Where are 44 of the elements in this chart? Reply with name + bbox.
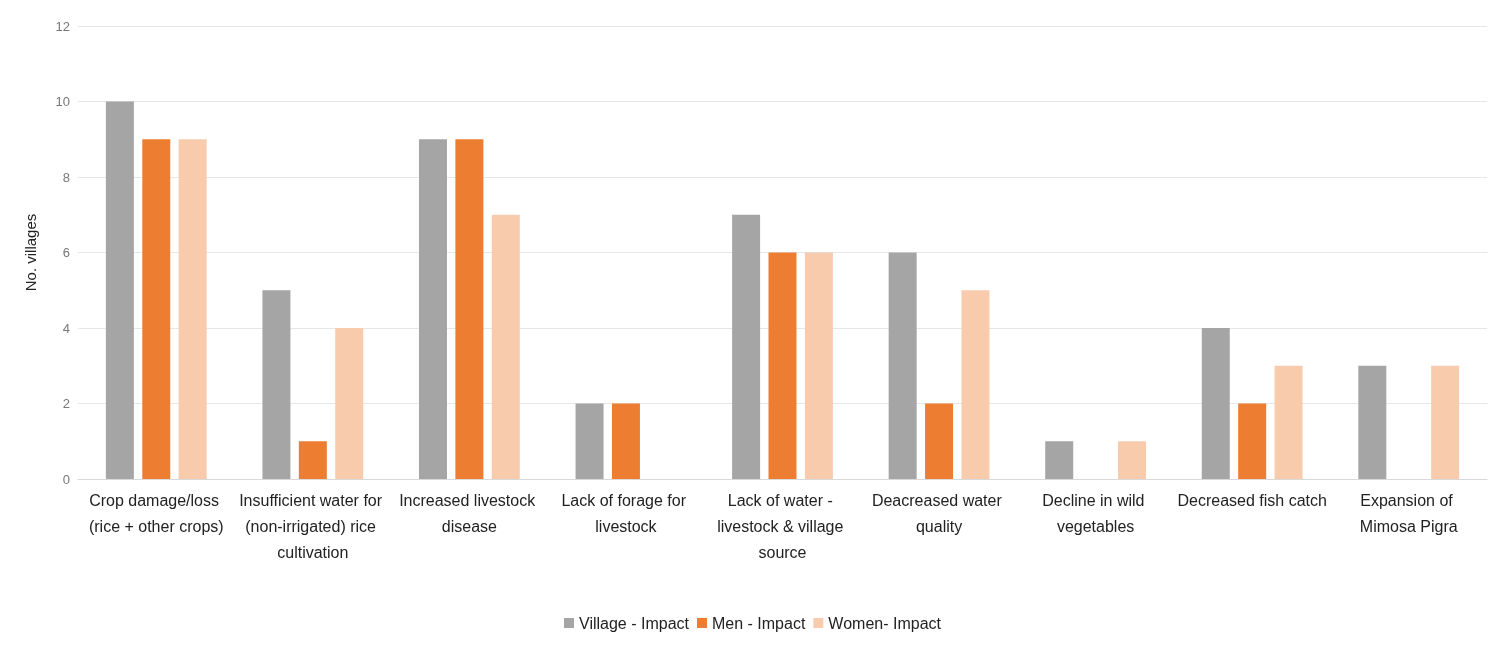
- y-tick-label: 4: [62, 320, 70, 336]
- y-axis-title: No. villages: [22, 213, 39, 292]
- bar: [1238, 403, 1267, 479]
- bar: [1118, 441, 1147, 479]
- x-tick-label: Increased livestock disease: [399, 491, 540, 535]
- bar: [1274, 365, 1303, 479]
- bar: [575, 403, 604, 479]
- legend-label: Women- Impact: [828, 614, 942, 632]
- x-tick-label: Insufficient water for (non-irrigated) rice cultivation: [239, 491, 387, 561]
- legend-label: Village - Impact: [579, 614, 690, 632]
- bar: [888, 252, 917, 479]
- bar: [804, 252, 833, 479]
- bar: [611, 403, 640, 479]
- bar: [105, 101, 134, 479]
- bar: [925, 403, 954, 479]
- bar: [961, 290, 990, 479]
- bar: [1431, 365, 1460, 479]
- bar: [455, 139, 484, 479]
- x-tick-label: Deacreased water quality: [871, 491, 1007, 535]
- legend-label: Men - Impact: [712, 614, 806, 632]
- y-tick-label: 2: [62, 396, 70, 411]
- x-tick-label: Lack of water - livestock & village source: [717, 491, 848, 561]
- bar: [178, 139, 207, 479]
- x-tick-label: Crop damage/loss (rice + other crops): [88, 491, 224, 535]
- bar: [335, 328, 364, 479]
- bar: [732, 214, 761, 479]
- y-tick-label: 6: [62, 245, 70, 260]
- bar: [262, 290, 291, 479]
- bar: [1358, 365, 1387, 479]
- y-tick-label: 12: [55, 18, 70, 34]
- bar: [768, 252, 797, 479]
- x-tick-label: Decline in wild vegetables: [1042, 491, 1149, 535]
- bar: [142, 139, 171, 479]
- bar: [1045, 441, 1074, 479]
- y-tick-label: 8: [62, 169, 70, 185]
- bar: [418, 139, 447, 479]
- bar: [491, 214, 520, 479]
- y-tick-label: 0: [62, 471, 70, 487]
- x-tick-label: Decreased fish catch: [1177, 491, 1327, 509]
- x-tick-label: Expansion of Mimosa Pigra: [1359, 491, 1458, 535]
- y-tick-label: 10: [55, 94, 70, 109]
- bar: [1201, 328, 1230, 479]
- x-tick-label: Lack of forage for livestock: [561, 491, 691, 535]
- bar: [298, 441, 327, 479]
